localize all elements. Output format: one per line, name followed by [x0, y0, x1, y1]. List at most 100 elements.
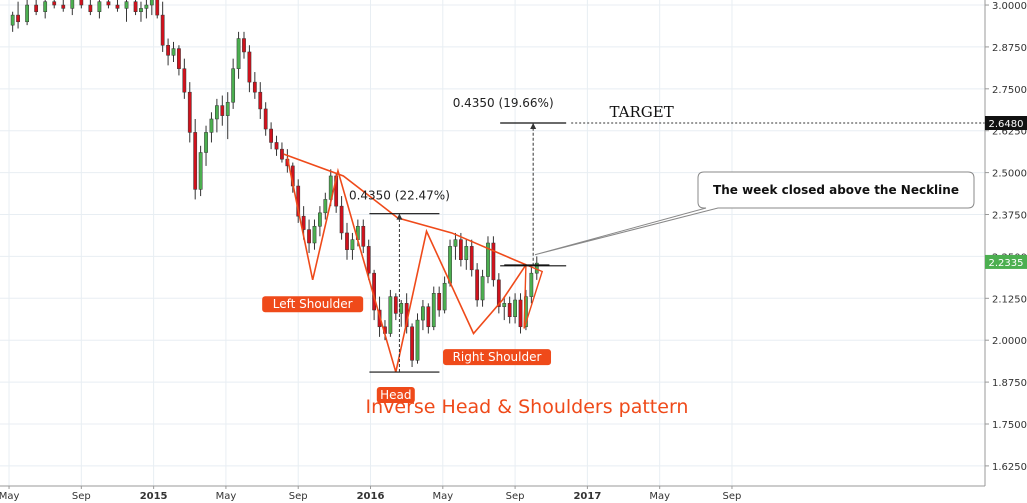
candle-body	[269, 128, 273, 143]
candle	[160, 1, 165, 52]
candle	[513, 293, 517, 324]
candle-body	[115, 4, 120, 9]
pattern-tag-text: Right Shoulder	[453, 350, 542, 364]
candle-body	[97, 1, 102, 12]
candle-body	[421, 306, 425, 321]
pattern-overlays: 0.4350 (22.47%) 0.4350 (19.66%) TARGET	[283, 96, 985, 373]
candle	[88, 0, 93, 16]
pattern-tag-text: Head	[380, 388, 411, 402]
target-measure-arrow	[530, 123, 537, 130]
candle-body	[453, 239, 458, 247]
candle	[97, 0, 102, 19]
candle-body	[301, 215, 306, 230]
candle-body	[442, 282, 447, 311]
y-tick-label: 2.5000	[992, 169, 1027, 180]
y-tick-label: 2.8750	[992, 43, 1027, 54]
candle-body	[350, 239, 355, 250]
pattern-tag-bg	[376, 387, 415, 404]
candle-body	[231, 68, 236, 103]
candle	[106, 0, 111, 9]
candle-body	[43, 1, 48, 12]
candle-body	[215, 105, 219, 120]
candle-body	[70, 0, 75, 9]
candle	[144, 0, 149, 19]
candle	[171, 41, 176, 63]
candle	[496, 273, 501, 314]
candle	[225, 92, 230, 140]
candle	[339, 196, 344, 240]
candle-body	[345, 232, 349, 250]
candle	[139, 1, 143, 22]
candle	[187, 82, 192, 143]
candle	[491, 236, 496, 287]
candle-body	[502, 303, 507, 307]
candle	[280, 142, 284, 163]
candle-body	[182, 68, 187, 93]
x-tick-label: 2016	[357, 491, 385, 502]
candle	[155, 0, 160, 19]
candle-body	[187, 91, 192, 133]
candle-body	[236, 38, 241, 69]
candle	[307, 219, 311, 254]
target-price-tag-text: 2.6480	[989, 119, 1024, 130]
y-tick-label: 3.0000	[992, 1, 1027, 12]
candle	[263, 102, 268, 136]
x-tick-label: 2017	[573, 491, 601, 502]
candle	[215, 98, 219, 133]
candle-body	[166, 44, 170, 56]
candle	[502, 296, 507, 321]
head-measure-arrow	[396, 213, 403, 220]
candle	[70, 0, 75, 16]
candle-body	[318, 212, 322, 227]
candle-body	[399, 303, 404, 314]
candle-body	[507, 303, 512, 317]
candle	[269, 122, 273, 150]
breakout-triangle	[523, 263, 544, 329]
candle	[350, 232, 355, 260]
candle	[236, 31, 241, 79]
candle	[231, 58, 236, 109]
candle-body	[193, 132, 198, 190]
y-tick-label: 1.7500	[992, 420, 1027, 431]
gridlines	[0, 0, 985, 486]
target-price-tag: 2.6480	[985, 116, 1027, 131]
candle	[209, 112, 214, 143]
candle-body	[209, 118, 214, 133]
x-tick-label: May	[432, 491, 453, 502]
candle-body	[437, 293, 442, 311]
candle	[410, 323, 414, 368]
candle	[177, 45, 181, 76]
candle	[220, 95, 225, 126]
candle-body	[486, 242, 490, 277]
candle-body	[464, 246, 469, 261]
candle-body	[274, 142, 279, 150]
candle-body	[307, 229, 311, 244]
x-tick-label: Sep	[289, 491, 308, 502]
candle	[475, 263, 480, 307]
candle-body	[475, 269, 480, 301]
candle	[182, 58, 187, 99]
candle	[43, 0, 48, 19]
candle-body	[426, 306, 431, 328]
candle	[421, 299, 425, 331]
candle-body	[52, 1, 57, 6]
candle	[25, 0, 29, 26]
x-tick-label: Sep	[72, 491, 91, 502]
candle-body	[124, 1, 129, 9]
candle-body	[339, 205, 344, 234]
candle-body	[480, 276, 485, 301]
candle	[198, 145, 203, 197]
candle-body	[448, 246, 452, 284]
x-tick-label: Sep	[506, 491, 525, 502]
candle	[312, 219, 317, 250]
pattern-tag-bg	[262, 296, 364, 313]
y-tick-label: 1.8750	[992, 378, 1027, 389]
candle	[366, 239, 371, 280]
candle	[393, 293, 398, 321]
candle-body	[139, 8, 143, 12]
candle-body	[529, 272, 534, 297]
candle-body	[25, 4, 29, 23]
pattern-labels: Left Shoulder Head Right Shoulder Inverse H…	[262, 171, 975, 418]
candle-body	[204, 132, 208, 153]
